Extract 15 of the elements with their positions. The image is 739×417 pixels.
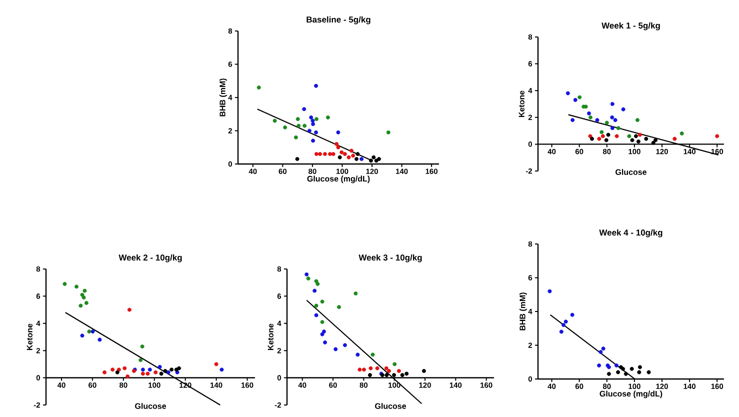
chart-title: Week 3 - 10g/kg <box>358 254 422 262</box>
x-axis-title: Glucose <box>135 403 166 409</box>
x-axis-title: Glucose (mg/dL) <box>600 390 662 398</box>
chart-title: Week 4 - 10g/kg <box>599 229 662 238</box>
x-axis-title: Glucose <box>375 403 406 409</box>
y-axis-title: Ketone <box>268 324 274 350</box>
chart-title: Week 2 - 10g/kg <box>118 254 182 262</box>
chart-title: Week 1 - 5g/kg <box>602 22 660 30</box>
x-axis-title: Glucose <box>616 169 647 175</box>
y-axis-title: Ketone <box>518 90 524 118</box>
y-axis-title: BHB (mM) <box>519 292 527 330</box>
y-axis-title: BHB (mM) <box>219 78 227 116</box>
x-axis-title: Glucose (mg/dL) <box>307 176 370 184</box>
y-axis-title: Ketone <box>26 324 32 350</box>
chart-title: Baseline - 5g/kg <box>306 16 370 24</box>
